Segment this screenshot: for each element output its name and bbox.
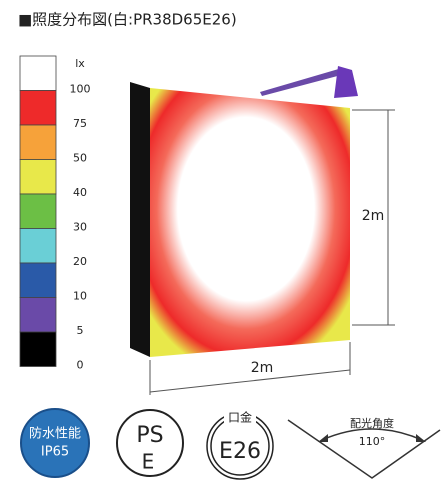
pse-top: PS <box>136 423 163 448</box>
pse-bottom: E <box>142 450 155 474</box>
beam-arc <box>321 428 423 441</box>
beam-caption: 配光角度 <box>350 416 394 430</box>
legend-swatch <box>19 159 57 195</box>
legend-swatch <box>19 193 57 229</box>
title: ■照度分布図(白:PR38D65E26) <box>18 11 237 29</box>
legend-label: 40 <box>73 186 87 199</box>
waterproof-text: 防水性能 <box>29 426 81 442</box>
legend-label: 30 <box>73 221 87 234</box>
legend-label: 20 <box>73 255 87 268</box>
legend-label: 10 <box>73 290 87 303</box>
height-label: 2m <box>362 208 385 224</box>
legend-label: 75 <box>73 117 87 130</box>
beam-lines <box>287 419 441 479</box>
fixture-arm <box>260 68 345 96</box>
legend-swatch <box>19 331 57 367</box>
legend-swatch <box>19 297 57 333</box>
legend-label: 0 <box>77 359 84 372</box>
legend-label: 100 <box>70 83 91 96</box>
base-caption: 口金 <box>228 410 252 425</box>
arrow <box>416 434 426 442</box>
dim-line <box>149 369 351 393</box>
legend-label: 5 <box>77 324 84 337</box>
fixture-head <box>334 66 358 98</box>
waterproof-badge <box>20 408 90 478</box>
beam-angle: 110° <box>359 435 386 448</box>
legend-unit: lx <box>75 57 85 70</box>
waterproof-code: IP65 <box>41 445 69 460</box>
legend-swatch <box>19 90 57 126</box>
caption-bg <box>224 410 256 426</box>
legend-swatch <box>19 124 57 160</box>
width-label: 2m <box>251 360 274 376</box>
wall-illuminance <box>150 88 350 357</box>
legend-swatch <box>19 228 57 264</box>
base-label: E26 <box>219 439 261 464</box>
legend-swatch <box>19 262 57 298</box>
pse-badge <box>116 409 184 477</box>
legend-swatch <box>19 55 57 91</box>
arrow <box>318 434 328 442</box>
wall-side <box>130 82 150 357</box>
legend-label: 50 <box>73 152 87 165</box>
